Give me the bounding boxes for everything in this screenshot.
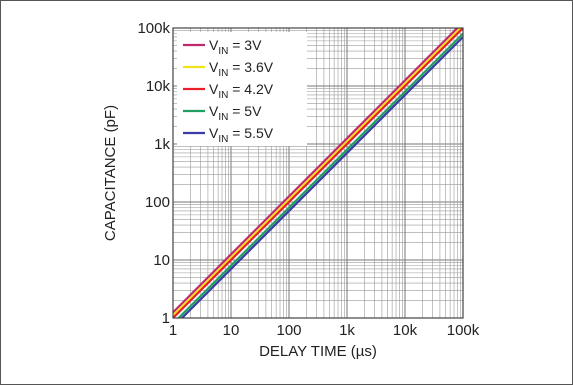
legend-label-4: VIN = 5V: [209, 103, 262, 123]
y-tick-label: 1: [162, 310, 170, 327]
series-line-5: [180, 36, 463, 318]
legend-label-1: VIN = 3V: [209, 37, 262, 57]
legend-label-2: VIN = 3.6V: [209, 59, 274, 79]
x-tick-label: 10: [223, 322, 240, 339]
x-axis-title: DELAY TIME (µs): [259, 343, 377, 360]
y-tick-label: 1k: [154, 136, 170, 153]
x-tick-label: 1: [169, 322, 177, 339]
series-line-3: [173, 28, 463, 318]
series-line-4: [177, 32, 463, 318]
tick-labels: 1 10 100 1k 10k 100k 1 10 100 1k 10k 100k: [137, 20, 479, 339]
plot-border: [172, 27, 464, 319]
y-tick-label: 100k: [137, 20, 170, 37]
series-lines: [173, 28, 463, 318]
series-line-2: [173, 28, 463, 317]
y-tick-label: 10k: [146, 78, 171, 95]
x-tick-label: 100k: [447, 322, 480, 339]
legend-label-3: VIN = 4.2V: [209, 81, 274, 101]
y-axis-title: CAPACITANCE (pF): [102, 105, 119, 241]
series-line-1: [173, 28, 459, 314]
y-tick-label: 100: [145, 194, 170, 211]
x-tick-label: 10k: [393, 322, 418, 339]
y-tick-label: 10: [153, 252, 170, 269]
x-tick-label: 1k: [339, 322, 355, 339]
legend-label-5: VIN = 5.5V: [209, 125, 274, 145]
x-tick-label: 100: [276, 322, 301, 339]
